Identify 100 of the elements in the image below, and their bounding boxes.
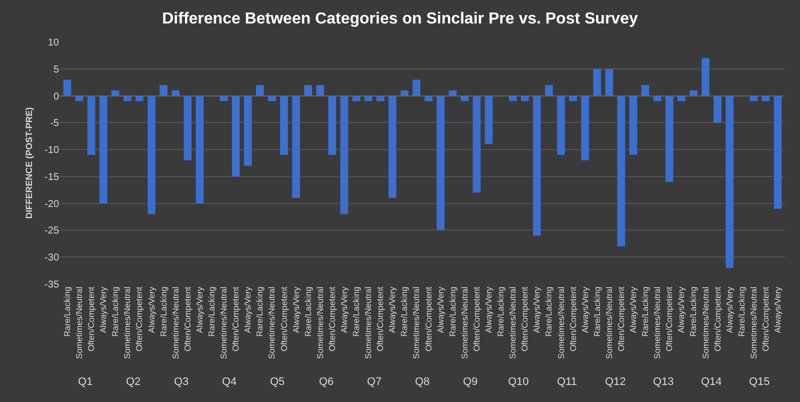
bar xyxy=(690,90,698,96)
x-tick-label: Often/Competent xyxy=(230,286,241,352)
x-tick-label: Sometimes/Neutral xyxy=(363,286,374,359)
x-tick-label: Sometimes/Neutral xyxy=(170,286,180,359)
x-tick-label: Sometimes/Neutral xyxy=(266,286,277,359)
bar xyxy=(448,90,457,96)
x-tick-label: Always/Very xyxy=(290,286,301,333)
x-tick-label: Always/Very xyxy=(532,286,542,333)
x-tick-label: Always/Very xyxy=(242,286,253,333)
x-tick-label: Always/Very xyxy=(338,286,349,333)
text: Q14 xyxy=(701,376,722,388)
y-tick-label: -10 xyxy=(44,145,60,156)
bar xyxy=(665,96,674,182)
x-tick-label: Rare/Lacking xyxy=(592,286,602,337)
bar xyxy=(111,90,120,96)
y-tick-label: -25 xyxy=(44,226,60,237)
y-tick-label: 5 xyxy=(53,64,60,76)
x-tick-label: Often/Competent xyxy=(471,286,482,352)
bar xyxy=(436,96,444,230)
x-tick-label: Sometimes/Neutral xyxy=(74,286,84,359)
x-tick-label: Sometimes/Neutral xyxy=(411,286,422,359)
bar xyxy=(472,96,481,193)
bar xyxy=(376,96,384,102)
bar xyxy=(184,96,192,160)
y-tick-label: 0 xyxy=(53,91,60,102)
text: Q5 xyxy=(270,376,285,388)
bar xyxy=(124,96,132,102)
bar xyxy=(557,96,565,155)
x-tick-label: Rare/Lacking xyxy=(544,286,554,337)
x-tick-label: Sometimes/Neutral xyxy=(748,286,758,359)
x-tick-label: Sometimes/Neutral xyxy=(218,286,229,359)
bar xyxy=(424,96,432,102)
text: Q9 xyxy=(463,376,478,388)
bar xyxy=(678,96,686,102)
x-tick-label: Always/Very xyxy=(146,286,156,333)
x-tick-label: Often/Competent xyxy=(616,286,626,352)
text: Q10 xyxy=(508,376,529,388)
x-tick-label: Always/Very xyxy=(98,286,108,333)
x-tick-label: Often/Competent xyxy=(182,286,192,352)
bar xyxy=(388,96,396,198)
bar xyxy=(545,85,553,96)
x-tick-label: Often/Competent xyxy=(568,286,578,352)
x-tick-label: Rare/Lacking xyxy=(110,286,120,337)
x-tick-label: Rare/Lacking xyxy=(496,286,506,337)
bar xyxy=(160,85,168,96)
text: Q13 xyxy=(653,376,674,388)
y-tick-label: 10 xyxy=(48,38,60,48)
text: Q6 xyxy=(319,376,334,388)
x-tick-label: Rare/Lacking xyxy=(302,286,313,337)
x-tick-label: Sometimes/Neutral xyxy=(556,286,566,359)
bar xyxy=(412,80,420,96)
bar xyxy=(593,68,602,96)
x-tick-label: Always/Very xyxy=(194,286,204,333)
x-tick-label: Often/Competent xyxy=(664,286,674,352)
y-axis-title: DIFFERENCE (POST-PRE) xyxy=(24,107,34,219)
x-tick-label: Always/Very xyxy=(628,286,638,333)
y-tick-label: -20 xyxy=(44,198,60,210)
x-tick-label: Sometimes/Neutral xyxy=(508,286,518,359)
text: Q8 xyxy=(415,376,430,388)
bar xyxy=(304,85,312,96)
bar xyxy=(484,96,493,144)
bar xyxy=(148,96,156,214)
bar xyxy=(136,96,144,102)
x-tick-label: Rare/Lacking xyxy=(447,286,458,337)
bar xyxy=(774,96,782,209)
bar xyxy=(292,96,300,198)
y-tick-label: -35 xyxy=(44,280,60,290)
text: Q12 xyxy=(605,376,626,388)
x-tick-label: Always/Very xyxy=(435,286,446,333)
x-tick-label: Always/Very xyxy=(772,286,783,333)
x-tick-label: Always/Very xyxy=(387,286,398,333)
bar xyxy=(244,96,252,166)
x-tick-label: Often/Competent xyxy=(423,286,434,352)
text: Q4 xyxy=(222,376,237,388)
x-tick-label: Rare/Lacking xyxy=(206,286,217,337)
x-tick-label: Often/Competent xyxy=(278,286,289,352)
y-tick-label: -30 xyxy=(44,252,60,264)
bar xyxy=(520,96,529,102)
text: Q11 xyxy=(557,376,577,388)
x-tick-label: Often/Competent xyxy=(760,286,770,352)
x-tick-label: Sometimes/Neutral xyxy=(604,286,614,359)
bar xyxy=(196,96,204,204)
bar xyxy=(340,96,348,214)
x-tick-label: Always/Very xyxy=(484,286,494,333)
text: Q1 xyxy=(78,376,93,388)
text: Q2 xyxy=(126,376,141,388)
bar xyxy=(641,85,650,96)
bar xyxy=(702,58,710,96)
x-tick-label: Sometimes/Neutral xyxy=(700,286,710,359)
bar xyxy=(232,96,240,176)
text: Q7 xyxy=(367,376,382,388)
x-tick-label: Often/Competent xyxy=(86,286,96,352)
bar xyxy=(653,96,662,102)
y-tick-label: -5 xyxy=(50,118,60,130)
x-tick-label: Rare/Lacking xyxy=(640,286,650,337)
x-tick-label: Often/Competent xyxy=(375,286,386,352)
x-tick-label: Rare/Lacking xyxy=(254,286,265,337)
x-tick-label: Rare/Lacking xyxy=(158,286,168,337)
bar xyxy=(714,96,722,123)
bar xyxy=(256,85,264,96)
